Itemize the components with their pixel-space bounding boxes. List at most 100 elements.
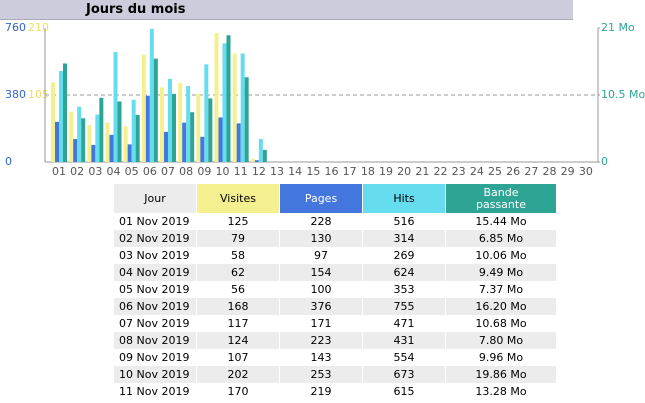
x-tick-label: 14 [288,165,302,178]
bar [214,33,219,162]
y2-tick-label: 0 [601,155,608,168]
bar [172,93,176,162]
x-tick-label: 29 [561,165,575,178]
table-cell: 04 Nov 2019 [119,266,190,279]
table-cell: 353 [393,283,415,296]
table-cell: 01 Nov 2019 [119,215,190,228]
table-cell: 314 [393,232,415,245]
table-row: 10 Nov 2019 202 253 673 19.86 Mo [114,366,556,383]
y-tick-label: 760 [5,21,26,34]
x-tick-label: 10 [216,165,230,178]
bar [164,131,168,162]
x-tick-label: 09 [197,165,211,178]
table-row: 11 Nov 2019 170 219 615 13.28 Mo [114,383,556,400]
table-row: 04 Nov 2019 62 154 624 9.49 Mo [114,264,556,281]
table-body: 01 Nov 2019 125 228 516 15.44 Mo 02 Nov 2019 7… [114,213,556,400]
bar [182,122,187,162]
table-cell: 219 [310,385,332,398]
table-cell: 228 [310,215,332,228]
table-cell: 624 [393,266,415,279]
table-cell: 124 [227,334,249,347]
bar [168,78,172,162]
table-cell: 58 [231,249,245,262]
table-cell: 02 Nov 2019 [119,232,190,245]
bar [127,144,132,162]
x-tick-label: 06 [143,165,157,178]
x-tick-label: 13 [270,165,284,178]
x-tick-label: 11 [234,165,248,178]
x-tick-label: 17 [343,165,357,178]
bar [160,87,164,162]
bar [222,43,227,162]
table-row: 05 Nov 2019 56 100 353 7.37 Mo [114,281,556,298]
bar [131,99,136,162]
bar [77,106,82,162]
bar [87,124,92,162]
table-cell: 7.37 Mo [478,283,524,296]
bar [218,117,223,162]
table-cell: 554 [393,351,415,364]
table-cell: 07 Nov 2019 [119,317,190,330]
table-cell: 08 Nov 2019 [119,334,190,347]
table-cell: 19.86 Mo [475,368,527,381]
table-cell: 253 [310,368,332,381]
x-tick-label: 04 [107,165,121,178]
y-tick-label: 0 [5,155,12,168]
table-row: 08 Nov 2019 124 223 431 7.80 Mo [114,332,556,349]
bar [178,82,183,162]
table-cell: 117 [227,317,249,330]
bar [141,54,146,162]
table-cell: 09 Nov 2019 [119,351,190,364]
x-tick-label: 03 [88,165,102,178]
column-header: Pages [280,184,362,213]
table-cell: 376 [310,300,332,313]
table-cell: 673 [393,368,415,381]
x-tick-label: 18 [361,165,375,178]
bar [117,101,122,162]
x-tick-label: 07 [161,165,175,178]
bar [208,98,213,162]
section-header: Jours du mois [0,0,573,20]
table-cell: 06 Nov 2019 [119,300,190,313]
y2-tick-label: 10.5 Mo [601,88,645,101]
table-cell: 755 [393,300,415,313]
table-cell: 56 [231,283,245,296]
table-cell: 15.44 Mo [475,215,527,228]
table-cell: 9.96 Mo [478,351,524,364]
column-header: Jour [114,184,196,213]
y2-tick-label: 21 Mo [601,21,635,34]
x-tick-label: 01 [52,165,66,178]
bar [123,126,128,162]
table-row: 02 Nov 2019 79 130 314 6.85 Mo [114,230,556,247]
table-cell: 97 [314,249,328,262]
x-tick-label: 02 [70,165,84,178]
column-header: Visites [197,184,279,213]
bar [105,122,110,162]
column-header: Hits [363,184,445,213]
table-cell: 516 [393,215,415,228]
table-cell: 9.49 Mo [478,266,524,279]
bar [196,93,201,162]
table-cell: 130 [310,232,332,245]
bar [149,28,154,163]
bar [153,58,158,162]
header-row: Jour Visites Pages Hits Bande passante [114,184,556,213]
table-cell: 471 [393,317,415,330]
bar [236,123,241,162]
x-tick-label: 25 [488,165,502,178]
bar [69,111,74,162]
y3-tick-label: 210 [28,21,49,34]
x-tick-label: 24 [470,165,484,178]
table-cell: 03 Nov 2019 [119,249,190,262]
x-tick-label: 05 [125,165,139,178]
chart: 0 380 760 105 210 0 10.5 Mo 21 Mo 01 02 03 04 05 06 07… [5,21,645,178]
bar [240,53,245,162]
table-cell: 125 [227,215,249,228]
x-tick-label: 30 [579,165,593,178]
table-cell: 223 [310,334,332,347]
bar [200,136,205,162]
table-cell: 10.06 Mo [475,249,527,262]
table-row: 06 Nov 2019 168 376 755 16.20 Mo [114,298,556,315]
section-title: Jours du mois [86,2,186,17]
